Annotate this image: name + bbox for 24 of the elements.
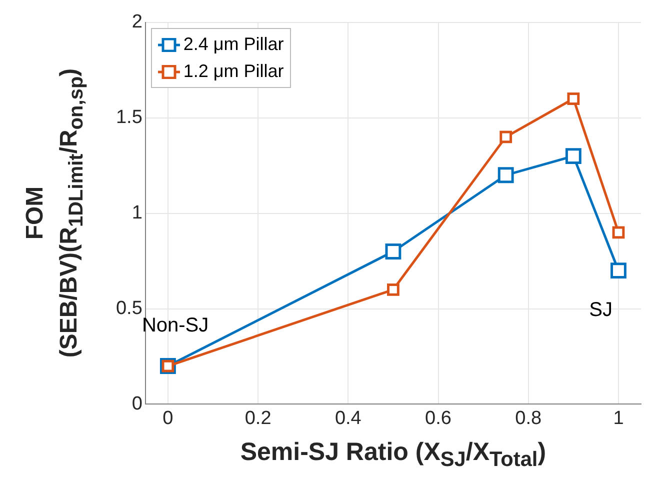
x-tick-label: 0.4 [334, 408, 362, 429]
legend-label: 1.2 μm Pillar [183, 61, 284, 82]
point [387, 283, 400, 296]
point [498, 167, 514, 184]
x-tick-label: 0.8 [515, 408, 542, 429]
x-tick-label: 0.6 [425, 408, 452, 429]
y-tick-label: 2 [132, 12, 142, 33]
y-tick-label: 0.5 [116, 298, 142, 319]
y-tick-label: 1 [132, 202, 142, 224]
annotation: SJ [589, 299, 612, 322]
point [567, 92, 580, 105]
x-tick-label: 0 [162, 408, 174, 429]
x-tick-label: 1 [613, 408, 624, 429]
point [610, 262, 626, 279]
annotation: Non-SJ [142, 314, 209, 337]
point [385, 244, 402, 260]
x-tick-label: 0.2 [244, 408, 272, 429]
y-tick-label: 1.5 [116, 107, 142, 128]
point [612, 226, 625, 239]
legend-label: 2.4 μm Pillar [183, 34, 284, 56]
x-axis-title: Semi-SJ Ratio (X$_{SJ}$/X$_{Total}$) [239, 438, 548, 472]
point [565, 148, 582, 164]
y-tick-label: 0 [132, 393, 142, 414]
point [500, 130, 512, 144]
